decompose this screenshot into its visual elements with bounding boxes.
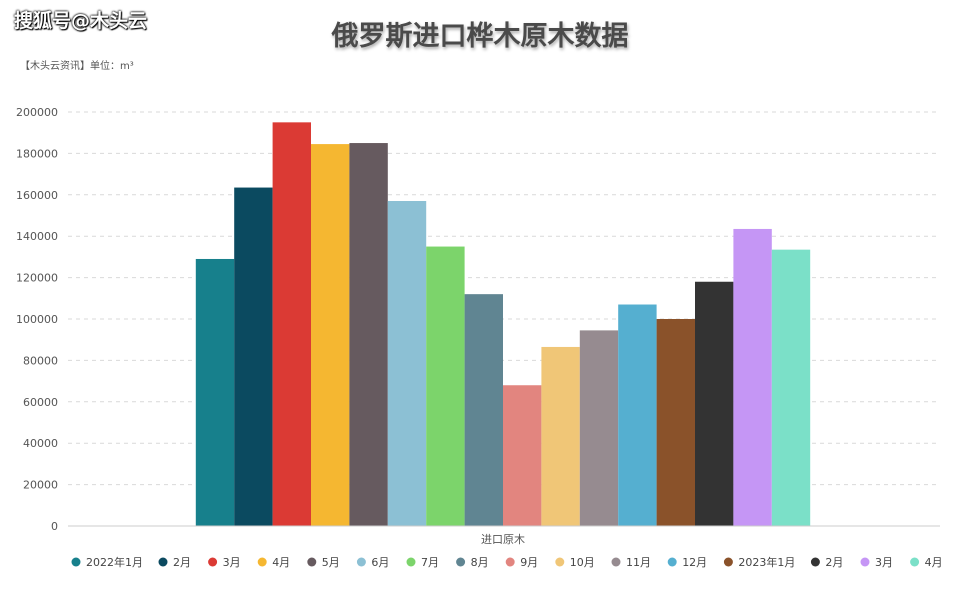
legend-marker [860, 557, 870, 567]
legend-marker [910, 557, 920, 567]
bar-10[interactable] [579, 330, 619, 526]
legend-item[interactable]: 10月 [555, 556, 595, 569]
y-tick-label: 140000 [16, 230, 58, 243]
legend-label: 2月 [825, 556, 843, 569]
y-axis: 0 20000 40000 60000 80000 100000 120000 140000 1… [16, 106, 58, 533]
legend-marker [555, 557, 565, 567]
legend-item[interactable]: 3月 [208, 556, 241, 569]
bar-4[interactable] [349, 143, 388, 527]
legend-marker [208, 557, 218, 567]
chart-title: 俄罗斯进口桦木原木数据 [331, 21, 629, 52]
legend-marker [611, 557, 621, 567]
y-tick-label: 180000 [16, 147, 58, 160]
legend-marker [667, 557, 677, 567]
legend-item[interactable]: 6月 [356, 556, 390, 569]
legend-label: 12月 [682, 556, 707, 569]
bar-11[interactable] [618, 304, 657, 526]
legend-label: 3月 [875, 556, 893, 569]
y-tick-label: 120000 [16, 272, 58, 285]
legend-item[interactable]: 4月 [910, 556, 943, 569]
legend: 2022年1月 2月 3月 4月 5月 6月 7月 8月 9月 10月 11月 12月 2023年1月 2… [71, 555, 943, 569]
legend-marker [71, 557, 81, 567]
y-tick-label: 0 [51, 520, 58, 533]
legend-item[interactable]: 7月 [406, 556, 440, 569]
bar-14[interactable] [733, 228, 772, 526]
legend-label: 3月 [223, 556, 241, 569]
x-axis-label: 进口原木 [481, 533, 525, 546]
y-tick-label: 40000 [23, 437, 58, 450]
y-tick-label: 200000 [16, 106, 58, 119]
bar-6[interactable] [426, 246, 465, 527]
legend-marker [158, 557, 168, 567]
watermark: 搜狐号@木头云 [14, 10, 148, 32]
y-tick-label: 20000 [23, 479, 58, 492]
legend-marker [257, 557, 267, 567]
legend-marker [307, 557, 317, 567]
bar-8[interactable] [503, 385, 542, 526]
bar-7[interactable] [464, 294, 503, 526]
legend-label: 11月 [626, 556, 651, 569]
legend-item[interactable]: 3月 [860, 556, 894, 569]
legend-item[interactable]: 2月 [158, 556, 192, 569]
legend-label: 2022年1月 [86, 555, 143, 569]
legend-label: 2023年1月 [738, 555, 795, 569]
legend-item[interactable]: 11月 [611, 556, 652, 569]
bar-9[interactable] [541, 346, 580, 526]
legend-marker [406, 557, 416, 567]
bar-13[interactable] [695, 281, 734, 526]
legend-label: 10月 [570, 556, 595, 569]
bar-2[interactable] [272, 122, 311, 526]
bars [195, 122, 811, 527]
bar-0[interactable] [195, 258, 235, 526]
legend-item[interactable]: 8月 [456, 556, 489, 569]
legend-item[interactable]: 5月 [307, 556, 340, 569]
legend-marker [456, 557, 466, 567]
bar-12[interactable] [656, 319, 695, 526]
legend-label: 8月 [471, 556, 489, 569]
chart-subtitle: 【木头云资讯】单位：m³ [20, 61, 134, 72]
legend-marker [723, 557, 733, 567]
legend-label: 7月 [421, 556, 439, 569]
bar-3[interactable] [311, 144, 350, 526]
legend-item[interactable]: 2月 [810, 556, 844, 569]
legend-item[interactable]: 9月 [505, 556, 539, 569]
y-tick-label: 60000 [23, 396, 58, 409]
legend-label: 2月 [173, 556, 191, 569]
legend-item[interactable]: 12月 [667, 556, 708, 569]
legend-marker [356, 557, 366, 567]
y-tick-label: 160000 [16, 189, 58, 202]
legend-item[interactable]: 4月 [257, 556, 291, 569]
legend-marker [505, 557, 515, 567]
y-tick-label: 100000 [16, 313, 58, 326]
legend-label: 6月 [371, 556, 389, 569]
legend-label: 9月 [520, 556, 538, 569]
legend-label: 4月 [925, 556, 943, 569]
legend-item[interactable]: 2023年1月 [723, 555, 796, 569]
legend-marker [810, 557, 820, 567]
bar-1[interactable] [234, 187, 273, 526]
legend-item[interactable]: 2022年1月 [71, 555, 144, 569]
bar-5[interactable] [387, 201, 427, 526]
y-tick-label: 80000 [23, 354, 58, 367]
legend-label: 5月 [322, 556, 340, 569]
bar-15[interactable] [771, 249, 811, 526]
legend-label: 4月 [272, 556, 290, 569]
